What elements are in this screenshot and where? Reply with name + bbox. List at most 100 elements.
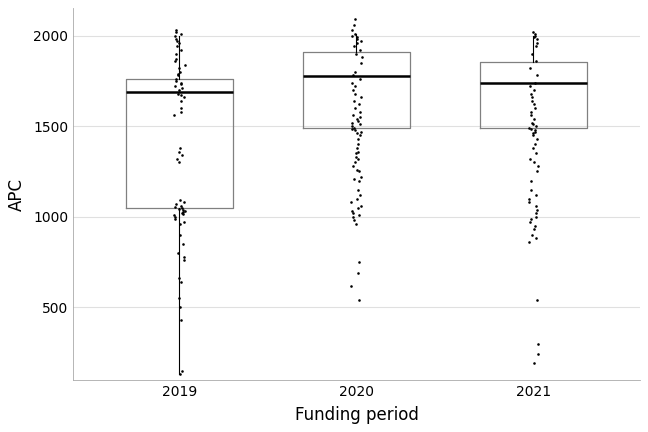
Point xyxy=(174,39,184,46)
Point xyxy=(531,213,541,220)
Point xyxy=(348,210,358,216)
Point xyxy=(351,153,361,160)
Point xyxy=(526,119,537,126)
Point xyxy=(355,94,365,101)
Point xyxy=(526,90,536,97)
Point xyxy=(355,108,365,115)
Point xyxy=(529,159,539,166)
Point xyxy=(176,367,187,374)
Point xyxy=(347,27,357,34)
Point xyxy=(352,36,362,43)
Point xyxy=(528,121,538,128)
Point xyxy=(529,86,540,93)
Point xyxy=(169,212,179,219)
Point xyxy=(356,54,367,61)
Point xyxy=(347,162,358,169)
Point xyxy=(531,36,542,43)
Point xyxy=(176,317,186,324)
Point xyxy=(174,148,184,155)
Point xyxy=(174,205,184,212)
Point xyxy=(526,125,536,132)
Point xyxy=(526,186,536,193)
Point xyxy=(173,90,183,97)
Point xyxy=(351,130,362,137)
Point xyxy=(178,210,188,216)
Point xyxy=(530,222,540,229)
Point xyxy=(176,108,186,115)
Point xyxy=(356,59,366,66)
Point xyxy=(527,232,537,238)
Point xyxy=(170,29,181,35)
Point xyxy=(173,250,183,257)
Point xyxy=(176,30,187,37)
Point xyxy=(351,150,361,157)
Point xyxy=(354,177,364,184)
Point xyxy=(349,90,360,97)
Point xyxy=(349,97,360,104)
Point xyxy=(529,359,540,366)
Point xyxy=(175,371,185,378)
Point xyxy=(347,72,358,79)
Point xyxy=(532,135,542,142)
Point xyxy=(354,101,364,108)
Point xyxy=(347,208,357,215)
Point xyxy=(354,76,365,83)
Point xyxy=(353,186,363,193)
Point xyxy=(353,141,364,148)
Point xyxy=(174,295,184,302)
Point xyxy=(176,92,187,99)
Point xyxy=(354,114,365,121)
Point xyxy=(356,128,366,135)
Point xyxy=(528,130,538,137)
Point xyxy=(526,97,537,104)
Point xyxy=(178,209,189,216)
Point xyxy=(354,168,364,175)
Point xyxy=(171,56,181,63)
Point xyxy=(531,297,542,304)
Point xyxy=(533,340,543,347)
Point xyxy=(350,30,360,37)
Point xyxy=(348,213,358,220)
Point xyxy=(350,83,360,90)
Point xyxy=(175,304,185,311)
Point xyxy=(170,215,180,222)
Point xyxy=(532,206,542,213)
Point xyxy=(346,282,356,289)
Point xyxy=(527,94,538,101)
Point xyxy=(179,94,189,101)
Point xyxy=(347,125,357,132)
Point xyxy=(529,105,540,111)
Point xyxy=(525,155,535,162)
Point xyxy=(350,105,360,111)
Point xyxy=(529,101,539,108)
Point xyxy=(169,112,179,119)
Point xyxy=(530,235,540,242)
Point xyxy=(179,208,190,215)
Point xyxy=(174,197,185,204)
Point xyxy=(170,76,181,83)
Point xyxy=(170,36,181,43)
Point xyxy=(356,38,366,44)
Point xyxy=(174,65,184,72)
Point xyxy=(348,86,358,93)
Point xyxy=(353,34,363,41)
Point xyxy=(352,166,362,173)
Point xyxy=(354,212,364,219)
Point xyxy=(524,238,534,245)
Point xyxy=(170,213,180,220)
Point xyxy=(530,126,540,133)
Point xyxy=(175,144,185,151)
Point xyxy=(170,200,181,207)
Point xyxy=(530,30,540,37)
Point xyxy=(178,204,188,211)
Point xyxy=(354,121,365,128)
Point xyxy=(178,241,188,248)
Point xyxy=(530,32,540,39)
Point xyxy=(356,203,367,210)
Point xyxy=(531,57,541,64)
Point xyxy=(531,43,542,50)
Point xyxy=(174,86,184,93)
Point xyxy=(531,150,542,157)
Point xyxy=(349,126,360,133)
Point xyxy=(531,39,542,46)
